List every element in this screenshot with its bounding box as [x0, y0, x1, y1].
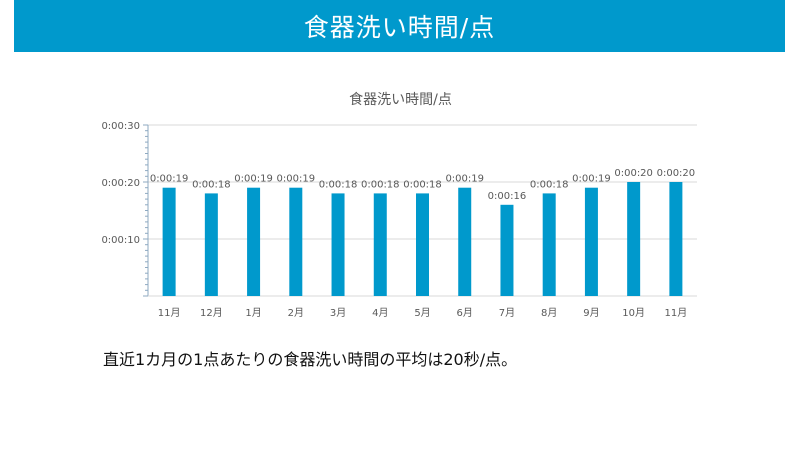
bar-5	[331, 193, 345, 296]
data-label-1: 0:00:19	[150, 174, 189, 185]
bar-11	[584, 187, 598, 296]
data-label-4: 0:00:19	[277, 174, 316, 185]
data-label-2: 0:00:18	[192, 179, 231, 190]
bar-9	[500, 204, 514, 296]
bar-3	[247, 187, 261, 296]
data-label-9: 0:00:16	[488, 191, 527, 202]
x-tick-label-1: 11月	[158, 307, 181, 319]
bar-13	[669, 182, 683, 296]
bar-7	[416, 193, 429, 296]
x-tick-label-11: 9月	[583, 307, 599, 319]
y-tick-label: 0:00:30	[101, 121, 140, 132]
summary-note: 直近1カ月の1点あたりの食器洗い時間の平均は20秒/点。	[103, 350, 518, 369]
bar-2	[204, 193, 218, 296]
x-tick-label-7: 5月	[414, 307, 430, 319]
bar-6	[373, 193, 387, 296]
x-tick-label-9: 7月	[499, 307, 515, 319]
slide-title: 食器洗い時間/点	[303, 13, 496, 42]
x-tick-label-4: 2月	[288, 307, 304, 319]
bar-4	[289, 187, 303, 296]
slide-title-banner: 食器洗い時間/点	[14, 0, 785, 52]
data-label-12: 0:00:20	[614, 168, 653, 179]
data-label-6: 0:00:18	[361, 179, 400, 190]
x-tick-label-10: 8月	[541, 307, 557, 319]
x-tick-label-13: 11月	[665, 307, 688, 319]
data-label-7: 0:00:18	[403, 179, 442, 190]
x-tick-label-5: 3月	[330, 307, 346, 319]
x-tick-label-8: 6月	[457, 307, 473, 319]
data-label-8: 0:00:19	[445, 174, 484, 185]
bar-12	[627, 182, 641, 296]
x-tick-label-2: 12月	[200, 307, 223, 319]
data-label-10: 0:00:18	[530, 179, 569, 190]
bar-1	[162, 187, 176, 296]
x-tick-label-12: 10月	[622, 307, 645, 319]
x-tick-label-6: 4月	[372, 307, 388, 319]
bar-10	[542, 193, 556, 296]
data-label-13: 0:00:20	[657, 168, 696, 179]
y-tick-label: 0:00:20	[101, 178, 140, 189]
data-label-11: 0:00:19	[572, 174, 611, 185]
x-tick-label-3: 1月	[245, 307, 261, 319]
chart-title: 食器洗い時間/点	[349, 91, 452, 108]
data-label-5: 0:00:18	[319, 179, 358, 190]
y-tick-label: 0:00:10	[101, 235, 140, 246]
data-label-3: 0:00:19	[234, 174, 273, 185]
bar-8	[458, 187, 472, 296]
